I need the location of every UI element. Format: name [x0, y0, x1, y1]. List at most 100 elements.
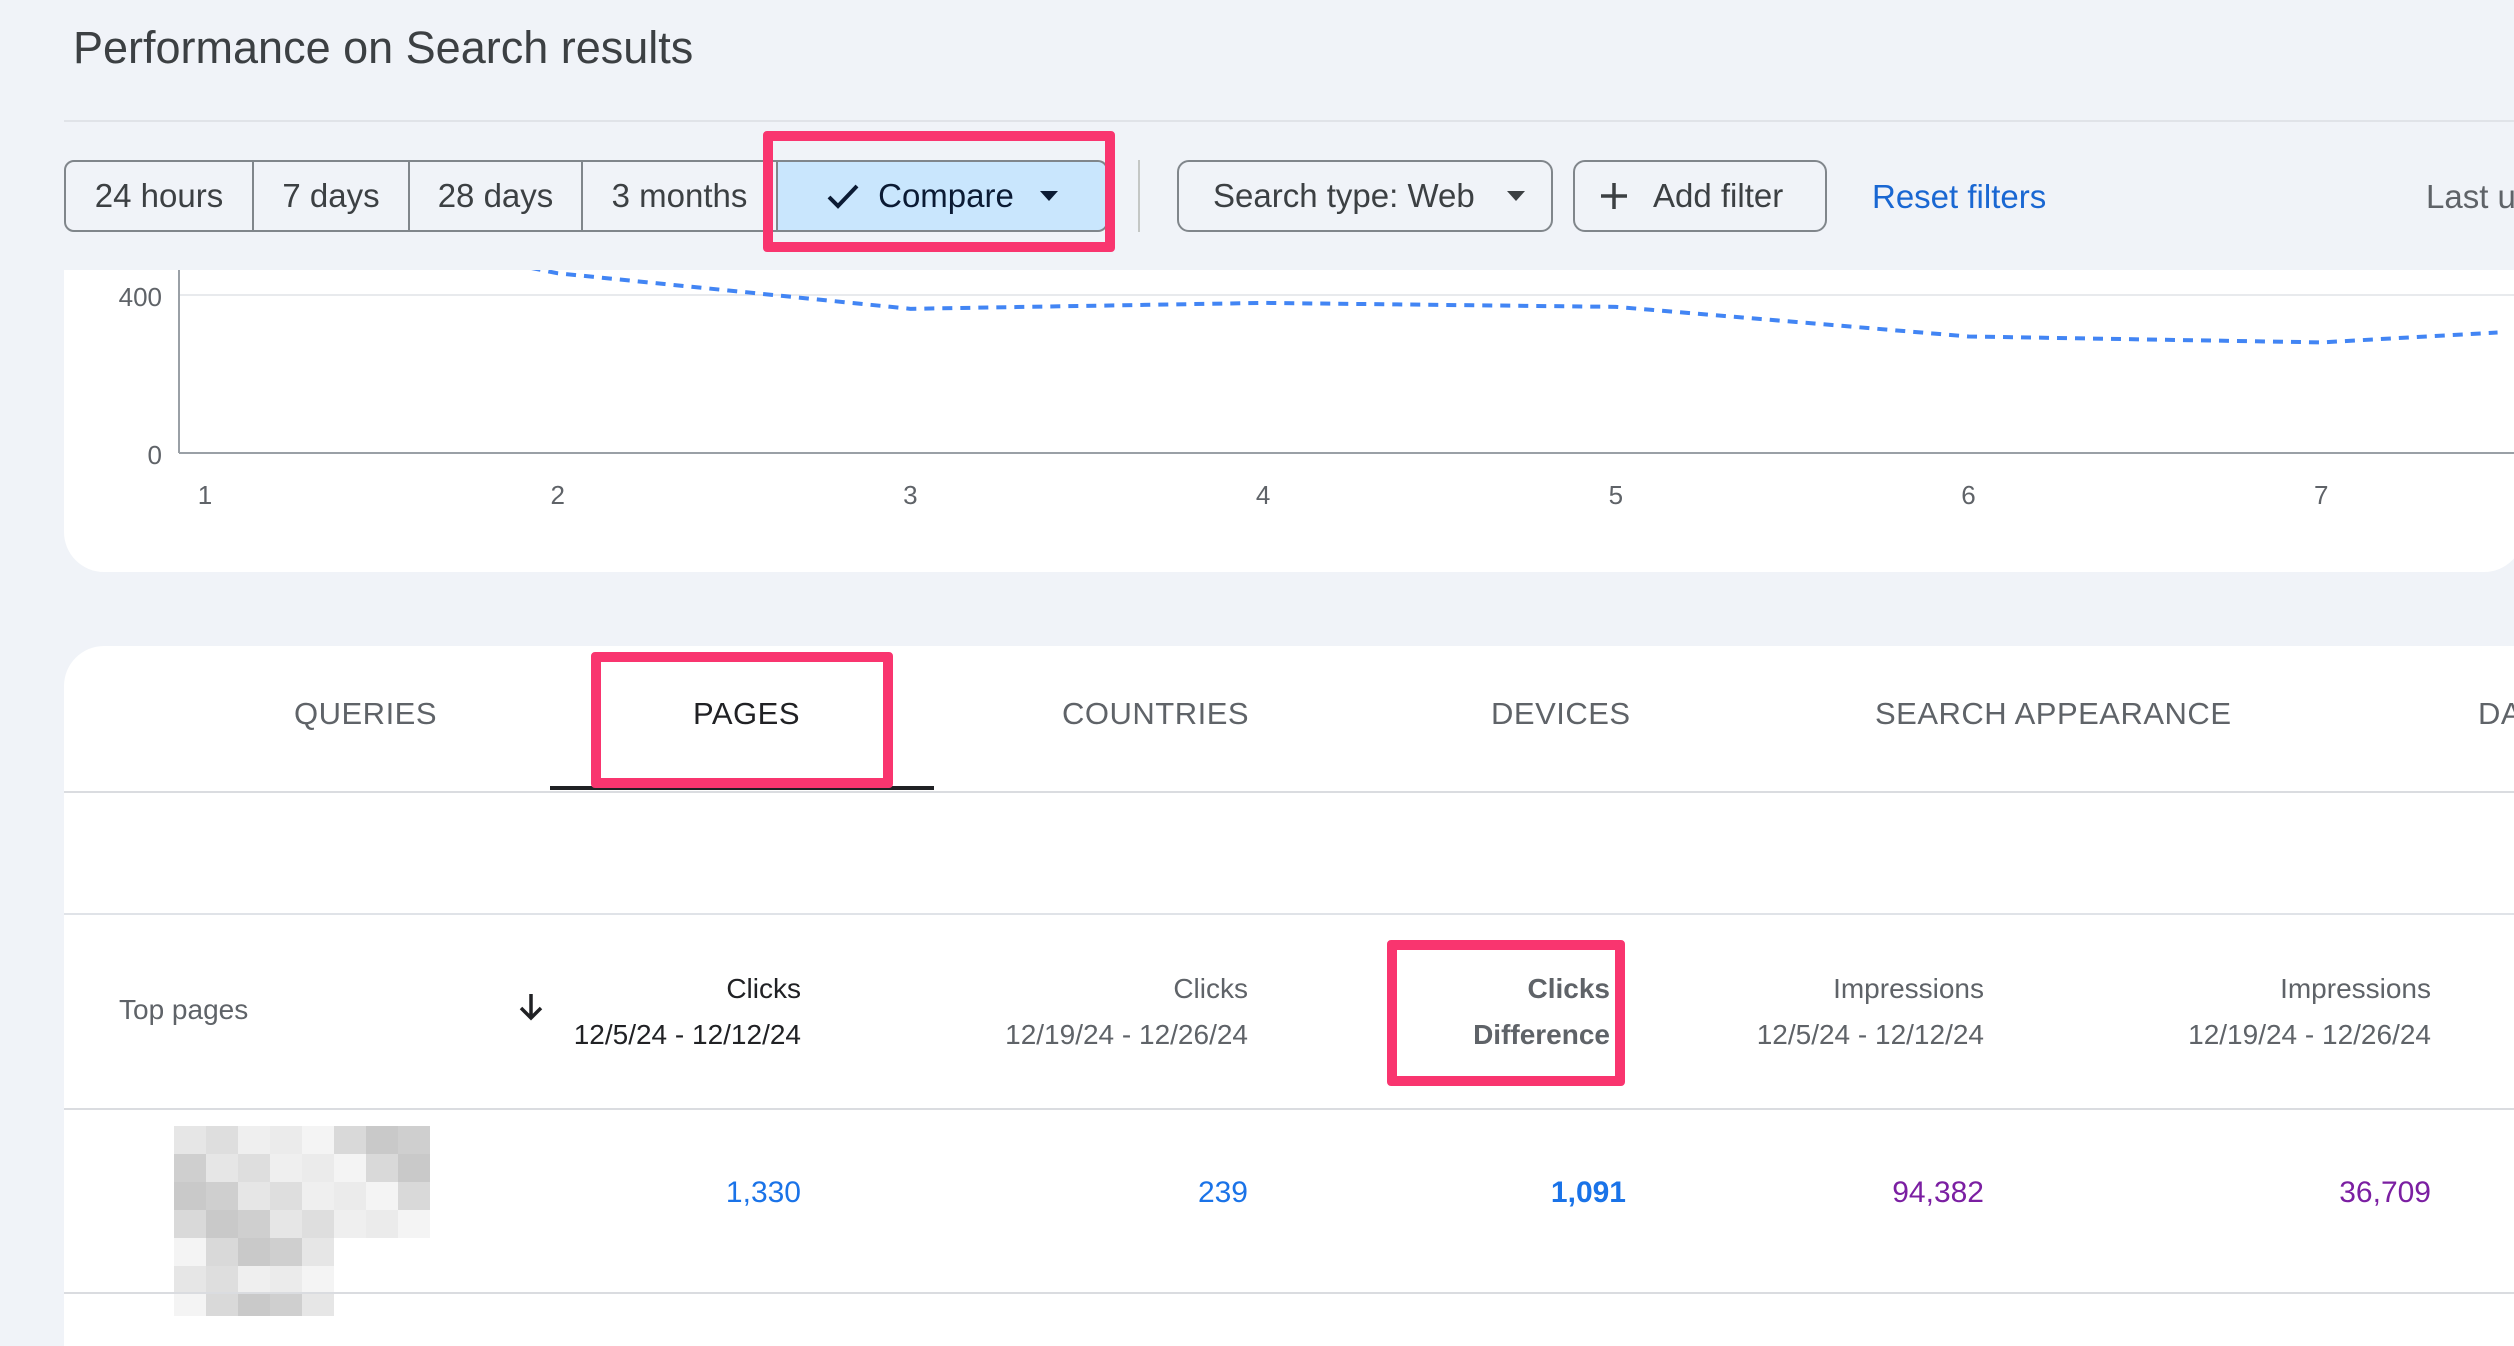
x-tick-label: 1 [198, 480, 212, 510]
range-7-days-button[interactable]: 7 days [254, 160, 410, 232]
blur-pixel [270, 1126, 302, 1154]
tab-pages[interactable]: PAGES [693, 696, 800, 732]
chart-svg: 0 400 1 2 3 4 5 6 7 [64, 270, 2514, 572]
clicks-period2-header[interactable]: Clicks 12/19/24 - 12/26/24 [931, 966, 1248, 1058]
blur-pixel [174, 1126, 206, 1154]
blur-pixel [366, 1126, 398, 1154]
x-tick-label: 4 [1256, 480, 1270, 510]
tab-dates[interactable]: DA [2478, 696, 2514, 732]
blur-pixel [334, 1126, 366, 1154]
y-tick-label: 0 [148, 440, 162, 470]
header-period: 12/19/24 - 12/26/24 [931, 1012, 1248, 1058]
blur-pixel [398, 1126, 430, 1154]
page-title: Performance on Search results [73, 22, 693, 74]
x-tick-label: 3 [903, 480, 917, 510]
search-type-label: Search type: Web [1213, 177, 1475, 215]
toolbar-divider [1138, 160, 1140, 232]
blur-pixel [206, 1294, 238, 1316]
clicks-period1-cell: 1,330 [484, 1176, 801, 1210]
blur-pixel [270, 1210, 302, 1238]
dimension-table-card: QUERIES PAGES COUNTRIES DEVICES SEARCH A… [64, 646, 2514, 1346]
last-updated-text: Last u [2426, 178, 2514, 216]
series-line [478, 270, 2498, 342]
tab-search-appearance[interactable]: SEARCH APPEARANCE [1875, 696, 2232, 732]
clicks-period2-cell: 239 [931, 1176, 1248, 1210]
blur-pixel [302, 1210, 334, 1238]
top-pages-column-header[interactable]: Top pages [119, 994, 248, 1026]
x-tick-label: 2 [550, 480, 564, 510]
header-metric: Impressions [2074, 966, 2431, 1012]
x-tick-label: 5 [1609, 480, 1623, 510]
check-icon [826, 182, 860, 210]
add-filter-button[interactable]: Add filter [1573, 160, 1827, 232]
blur-pixel [302, 1238, 334, 1266]
dropdown-caret-icon [1040, 191, 1058, 201]
range-28-days-button[interactable]: 28 days [410, 160, 583, 232]
blur-pixel [334, 1154, 366, 1182]
blur-pixel [206, 1266, 238, 1294]
dropdown-caret-icon [1507, 191, 1525, 201]
blur-pixel [270, 1182, 302, 1210]
blur-pixel [302, 1294, 334, 1316]
blur-pixel [238, 1210, 270, 1238]
x-tick-label: 7 [2314, 480, 2328, 510]
blur-pixel [366, 1182, 398, 1210]
blur-pixel [270, 1238, 302, 1266]
blur-pixel [334, 1182, 366, 1210]
plus-icon [1597, 179, 1631, 213]
blur-pixel [174, 1294, 206, 1316]
blur-pixel [366, 1154, 398, 1182]
date-range-selector: 24 hours 7 days 28 days 3 months Compare [64, 160, 1108, 232]
performance-chart: 0 400 1 2 3 4 5 6 7 [64, 270, 2514, 572]
blur-pixel [302, 1126, 334, 1154]
y-tick-label: 400 [119, 282, 162, 312]
blur-pixel [238, 1238, 270, 1266]
blur-pixel [238, 1266, 270, 1294]
table-header-top-rule [64, 913, 2514, 915]
blur-pixel [206, 1154, 238, 1182]
blur-pixel [206, 1238, 238, 1266]
clicks-difference-cell: 1,091 [1394, 1176, 1626, 1210]
blur-pixel [302, 1154, 334, 1182]
header-period: Difference [1394, 1012, 1610, 1058]
blur-pixel [174, 1210, 206, 1238]
blur-pixel [302, 1266, 334, 1294]
blur-pixel [206, 1126, 238, 1154]
blur-pixel [238, 1154, 270, 1182]
compare-button[interactable]: Compare [778, 160, 1108, 232]
blur-pixel [174, 1238, 206, 1266]
blur-pixel [206, 1182, 238, 1210]
blur-pixel [238, 1182, 270, 1210]
header-metric: Clicks [484, 966, 801, 1012]
blur-pixel [398, 1182, 430, 1210]
x-tick-label: 6 [1961, 480, 1975, 510]
clicks-difference-header[interactable]: Clicks Difference [1394, 966, 1610, 1058]
blur-pixel [174, 1182, 206, 1210]
search-type-dropdown[interactable]: Search type: Web [1177, 160, 1553, 232]
blur-pixel [174, 1266, 206, 1294]
blur-pixel [206, 1210, 238, 1238]
impressions-period2-header[interactable]: Impressions 12/19/24 - 12/26/24 [2074, 966, 2431, 1058]
blur-pixel [270, 1294, 302, 1316]
add-filter-label: Add filter [1653, 177, 1783, 215]
range-24-hours-button[interactable]: 24 hours [64, 160, 254, 232]
impressions-period1-header[interactable]: Impressions 12/5/24 - 12/12/24 [1634, 966, 1984, 1058]
title-divider [64, 120, 2514, 122]
header-period: 12/5/24 - 12/12/24 [1634, 1012, 1984, 1058]
impressions-period1-cell: 94,382 [1634, 1176, 1984, 1210]
tab-countries[interactable]: COUNTRIES [1062, 696, 1249, 732]
blurred-page-url-thumbnail [74, 1116, 444, 1316]
blur-pixel [174, 1154, 206, 1182]
range-3-months-button[interactable]: 3 months [583, 160, 778, 232]
blur-pixel [334, 1210, 366, 1238]
blur-pixel [270, 1154, 302, 1182]
reset-filters-link[interactable]: Reset filters [1872, 178, 2046, 216]
row-divider [64, 1292, 2514, 1294]
tabs-divider [64, 791, 2514, 793]
tab-devices[interactable]: DEVICES [1491, 696, 1631, 732]
blur-pixel [238, 1294, 270, 1316]
clicks-period1-header[interactable]: Clicks 12/5/24 - 12/12/24 [484, 966, 801, 1058]
compare-label: Compare [878, 177, 1014, 215]
header-metric: Clicks [931, 966, 1248, 1012]
tab-queries[interactable]: QUERIES [294, 696, 437, 732]
